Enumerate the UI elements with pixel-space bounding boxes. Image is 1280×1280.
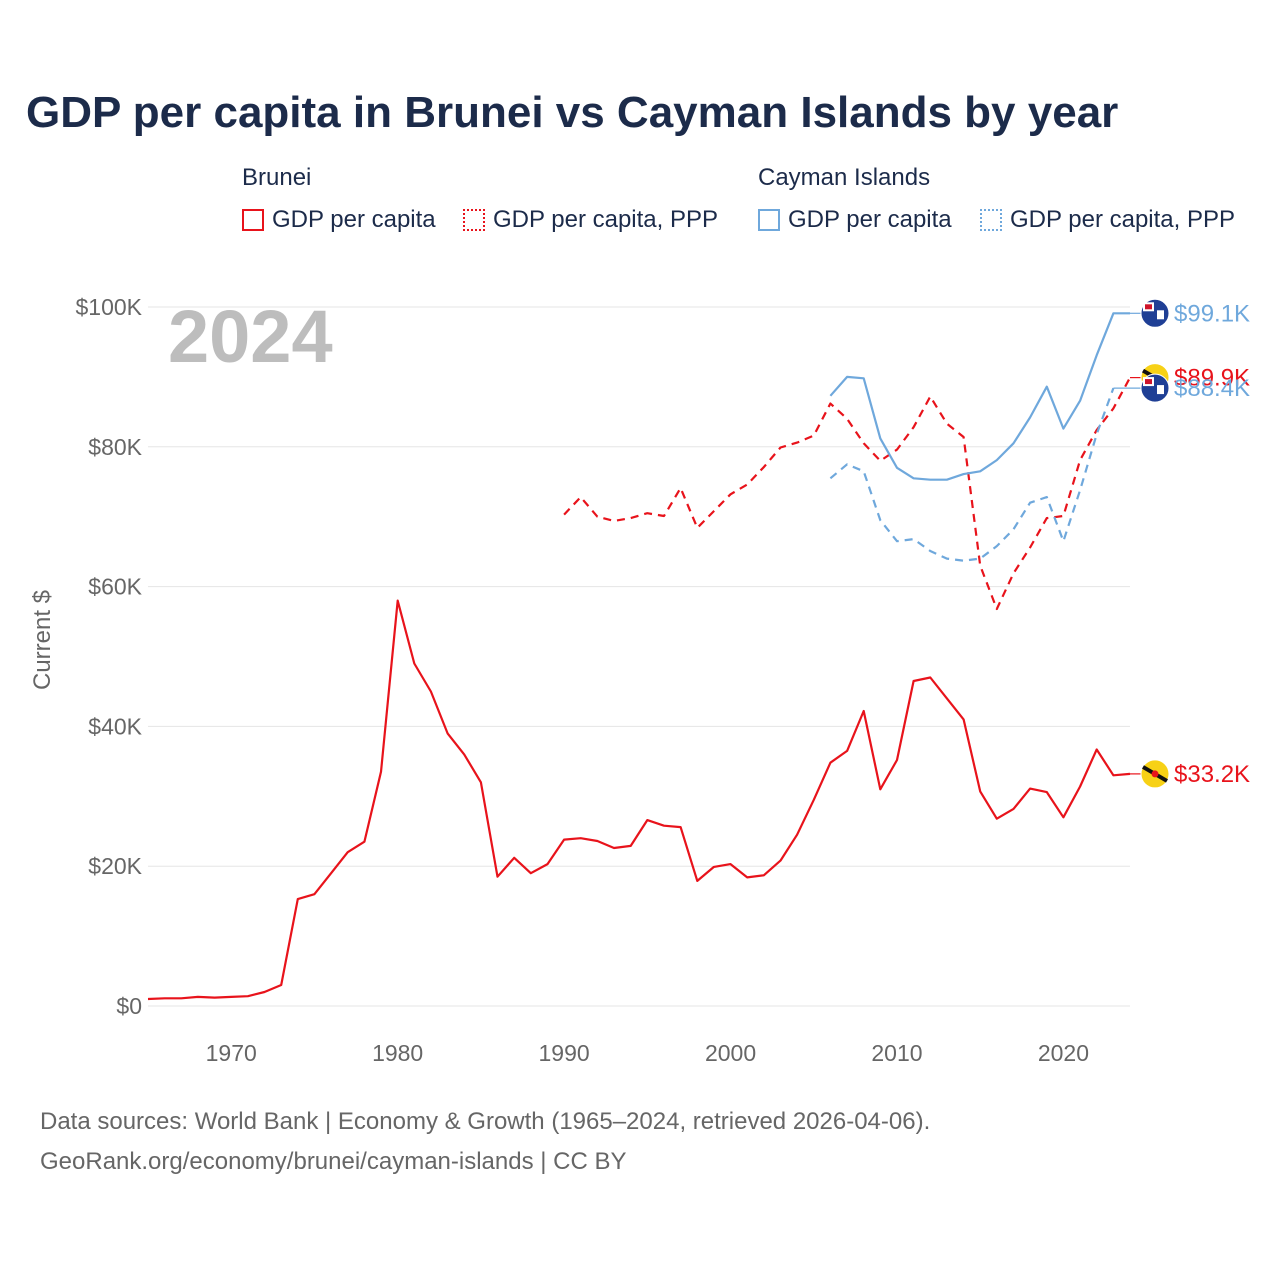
series-lines: [147, 312, 1131, 1001]
legend-item-cayman-gdp-ppp[interactable]: GDP per capita, PPP: [980, 206, 1235, 234]
legend-label: GDP per capita: [788, 206, 952, 233]
y-tick-label: $0: [116, 993, 142, 1019]
series-line-4: [829, 387, 1115, 562]
y-tick-label: $60K: [88, 574, 142, 600]
x-tick-label: 1970: [206, 1040, 257, 1066]
x-tick-label: 2010: [871, 1040, 922, 1066]
series-line-1: [147, 599, 1131, 1001]
end-value-label: $88.4K: [1174, 375, 1250, 402]
legend-label: GDP per capita, PPP: [493, 206, 718, 233]
x-tick-label: 2020: [1038, 1040, 1089, 1066]
legend-swatch-dotted: [980, 209, 1002, 231]
footer-sources: Data sources: World Bank | Economy & Gro…: [40, 1108, 931, 1135]
flag-union-jack-cross: [1145, 379, 1152, 385]
legend-group-cayman: Cayman Islands: [758, 164, 931, 191]
end-value-label: $33.2K: [1174, 761, 1250, 788]
legend-label: GDP per capita, PPP: [1010, 206, 1235, 233]
x-axis: 1970 1980 1990 2000 2010 2020: [206, 1040, 1089, 1066]
grid: [148, 306, 1130, 1007]
legend-swatch-solid: [242, 209, 264, 231]
y-axis: $0 $20K $40K $60K $80K $100K: [75, 294, 142, 1019]
series-line-2: [563, 377, 1131, 611]
legend-swatch-solid: [758, 209, 780, 231]
legend-swatch-dotted: [463, 209, 485, 231]
flag-crest: [1157, 310, 1164, 320]
line-chart: $0 $20K $40K $60K $80K $100K 1970 1980 1990 2000…: [29, 294, 1250, 1066]
end-value-label: $89.9K: [1174, 365, 1250, 392]
end-value-label: $99.1K: [1174, 300, 1250, 327]
flag-crest: [1157, 385, 1164, 395]
legend-group-brunei: Brunei: [242, 164, 312, 191]
legend-item-brunei-gdp-ppp[interactable]: GDP per capita, PPP: [463, 206, 718, 234]
legend-label: GDP per capita: [272, 206, 436, 233]
end-markers: $33.2K $89.9K $99.1K $88.4K: [1113, 298, 1250, 789]
legend-item-cayman-gdp[interactable]: GDP per capita: [758, 206, 952, 234]
footer-attribution: GeoRank.org/economy/brunei/cayman-island…: [40, 1148, 627, 1175]
y-tick-label: $100K: [75, 294, 142, 320]
series-line-3: [829, 312, 1130, 481]
y-tick-label: $80K: [88, 434, 142, 460]
y-axis-label: Current $: [29, 590, 56, 690]
y-tick-label: $20K: [88, 853, 142, 879]
flag-emblem: [1151, 770, 1159, 778]
x-tick-label: 1980: [372, 1040, 423, 1066]
y-tick-label: $40K: [88, 713, 142, 739]
legend-item-brunei-gdp[interactable]: GDP per capita: [242, 206, 436, 234]
x-tick-label: 2000: [705, 1040, 756, 1066]
current-year-watermark: 2024: [168, 295, 333, 378]
x-tick-label: 1990: [539, 1040, 590, 1066]
flag-union-jack-cross: [1145, 304, 1152, 310]
chart-title: GDP per capita in Brunei vs Cayman Islan…: [26, 88, 1119, 137]
